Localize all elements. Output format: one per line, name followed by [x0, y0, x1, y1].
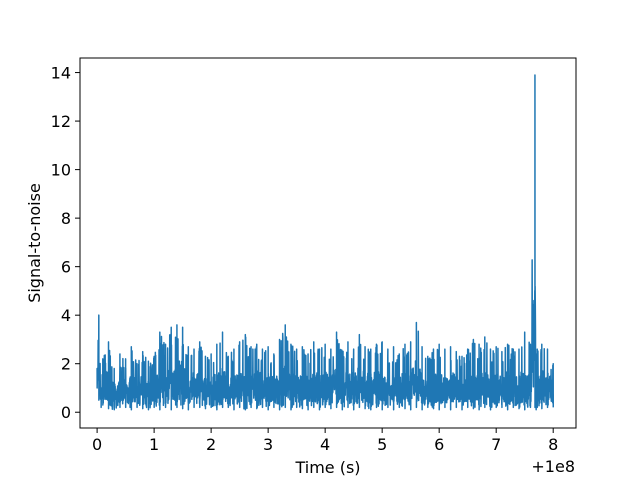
x-axis-label: Time (s) [294, 458, 360, 477]
x-tick-label: 2 [206, 435, 216, 454]
plot-frame [79, 57, 577, 429]
y-tick-label: 8 [61, 209, 71, 228]
series-layer [96, 74, 554, 411]
y-tick-label: 2 [61, 355, 71, 374]
x-tick-label: 6 [434, 435, 444, 454]
y-axis: 0 2 4 6 8 10 12 14 [51, 64, 80, 422]
y-tick-label: 4 [61, 306, 71, 325]
y-tick-label: 10 [51, 161, 71, 180]
y-tick-label: 6 [61, 258, 71, 277]
x-tick-label: 4 [320, 435, 330, 454]
y-tick-label: 0 [61, 403, 71, 422]
x-tick-label: 0 [92, 435, 102, 454]
x-tick-label: 1 [149, 435, 159, 454]
snr-series-line [96, 74, 554, 411]
x-axis: 0 1 2 3 4 5 6 7 8 [92, 428, 558, 454]
x-offset-label: +1e8 [531, 457, 575, 476]
plot-area [96, 74, 554, 411]
x-tick-label: 8 [548, 435, 558, 454]
y-axis-label: Signal-to-noise [25, 183, 44, 303]
x-tick-label: 5 [377, 435, 387, 454]
x-tick-label: 7 [491, 435, 501, 454]
y-tick-label: 14 [51, 64, 71, 83]
x-tick-label: 3 [263, 435, 273, 454]
y-tick-label: 12 [51, 112, 71, 131]
